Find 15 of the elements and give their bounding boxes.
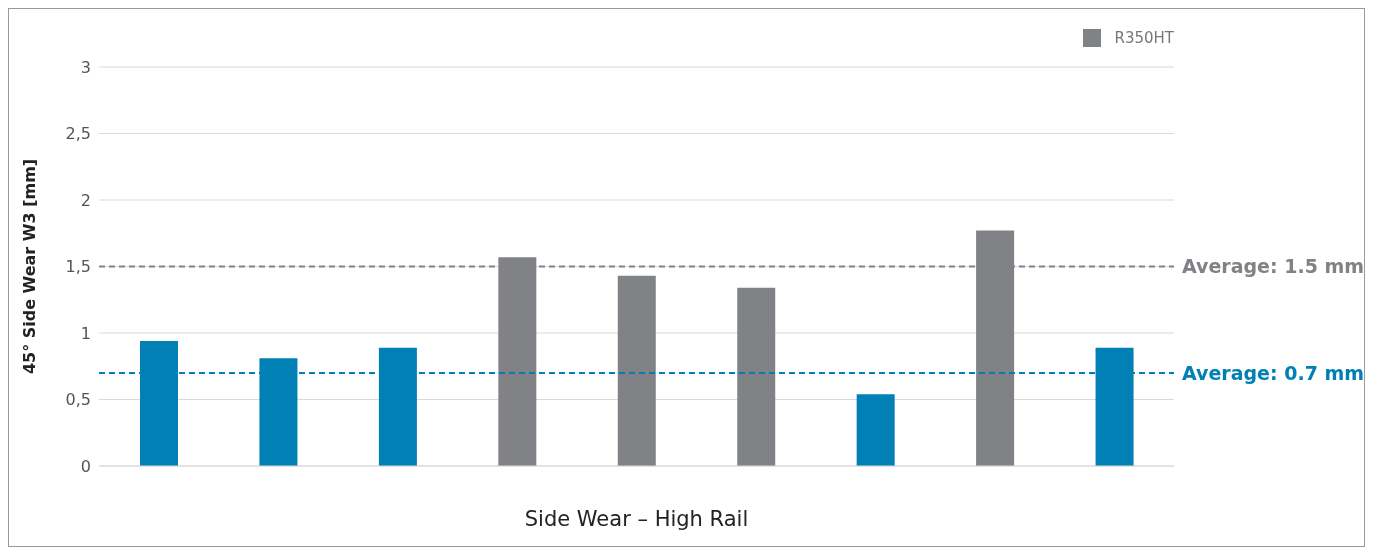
x-axis-title: Side Wear – High Rail [524,507,749,531]
y-tick-label: 1 [80,323,91,343]
bar [856,394,895,466]
y-tick-label: 2 [80,190,91,210]
bar [737,287,776,466]
y-tick-label: 0,5 [65,390,91,410]
y-tick-label: 2,5 [65,124,91,144]
y-tick-label: 1,5 [65,257,91,277]
ref-line-label: Average: 1.5 mm [1182,255,1365,278]
ref-line-label: Average: 0.7 mm [1182,361,1365,384]
y-tick-label: 0 [80,456,91,476]
legend-label: R350HT [1113,29,1174,47]
y-tick-label: 3 [80,57,91,77]
y-axis-title: 45° Side Wear W3 [mm] [19,158,39,375]
bar [617,275,656,466]
